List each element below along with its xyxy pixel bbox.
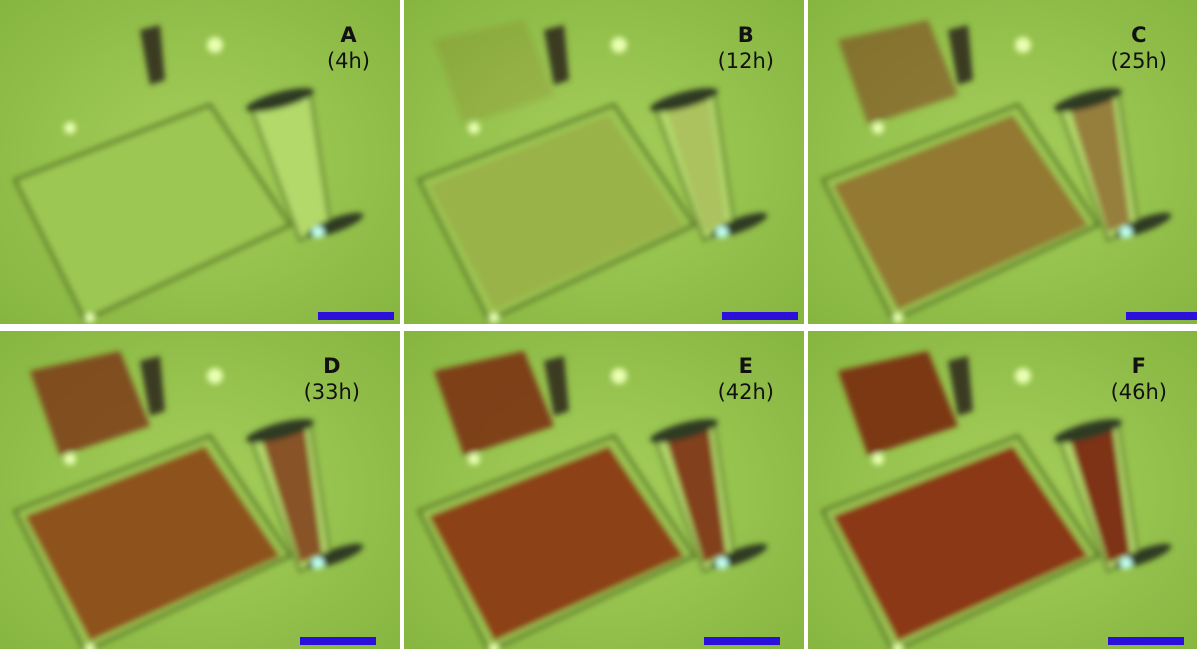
micrograph: [808, 0, 1197, 324]
panel-letter: C: [1131, 23, 1147, 47]
scale-bar: [1108, 637, 1184, 645]
micrograph: [0, 331, 400, 649]
panel-time: (25h): [1110, 49, 1167, 73]
micrograph-panel: B (12h): [404, 0, 804, 324]
panel-time: (46h): [1110, 380, 1167, 404]
panel-label: A (4h): [327, 22, 370, 74]
panel-label: E (42h): [718, 353, 774, 405]
scale-bar: [318, 312, 394, 320]
scale-bar: [704, 637, 780, 645]
scale-bar: [300, 637, 376, 645]
panel-time: (4h): [326, 49, 370, 73]
panel-label: C (25h): [1111, 22, 1167, 74]
panel-letter: D: [323, 354, 341, 378]
panel-letter: F: [1131, 354, 1146, 378]
micrograph: [808, 331, 1197, 649]
scale-bar: [1126, 312, 1197, 320]
scale-bar: [722, 312, 798, 320]
panel-label: B (12h): [718, 22, 774, 74]
micrograph-panel: E (42h): [404, 331, 804, 649]
panel-letter: E: [738, 354, 753, 378]
micrograph-panel: F (46h): [808, 331, 1197, 649]
panel-time: (33h): [303, 380, 360, 404]
panel-letter: A: [340, 23, 357, 47]
micrograph-panel: A (4h): [0, 0, 400, 324]
panel-label: F (46h): [1111, 353, 1167, 405]
panel-time: (42h): [717, 380, 774, 404]
panel-letter: B: [737, 23, 754, 47]
micrograph: [0, 0, 400, 324]
micrograph: [404, 331, 804, 649]
micrograph-panel: C (25h): [808, 0, 1197, 324]
panel-label: D (33h): [304, 353, 360, 405]
micrograph-panel: D (33h): [0, 331, 400, 649]
micrograph: [404, 0, 804, 324]
panel-time: (12h): [717, 49, 774, 73]
